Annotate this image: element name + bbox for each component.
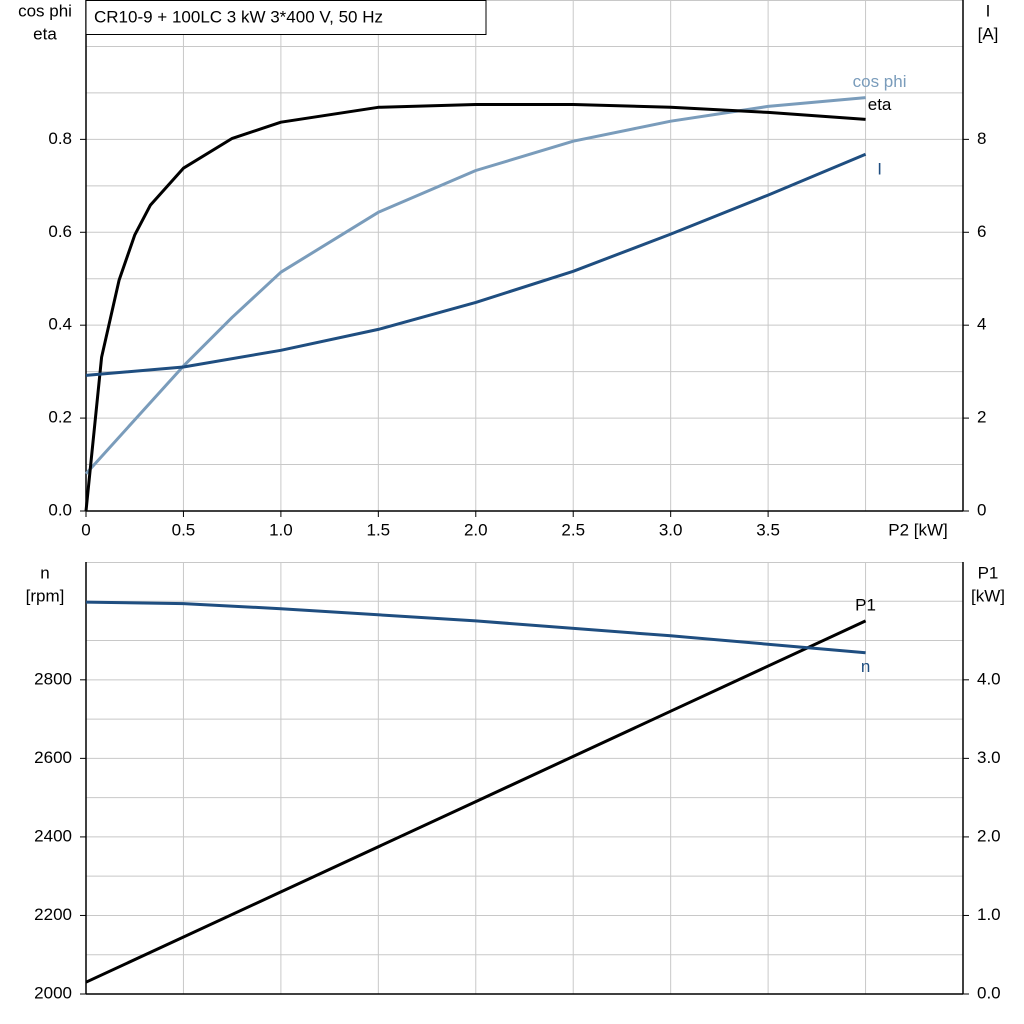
y2-tick-label: 8 xyxy=(977,129,986,148)
y2-tick-label: 1.0 xyxy=(977,905,1001,924)
series-line xyxy=(85,600,866,655)
y-tick-label: 2200 xyxy=(34,905,72,924)
y-tick-label: 2800 xyxy=(34,669,72,688)
x-tick-label: 1.0 xyxy=(269,520,293,539)
chart-title: CR10-9 + 100LC 3 kW 3*400 V, 50 Hz xyxy=(94,7,383,26)
y2-tick-label: 3.0 xyxy=(977,748,1001,767)
title-box xyxy=(85,0,487,35)
y2-tick-label: 0 xyxy=(977,500,986,519)
y-axis-label: eta xyxy=(33,24,57,43)
series-label: eta xyxy=(868,95,892,114)
y-tick-label: 0.2 xyxy=(48,408,72,427)
x-axis-label: P2 [kW] xyxy=(888,520,948,539)
y2-tick-label: 4.0 xyxy=(977,669,1001,688)
y2-axis-label: I xyxy=(986,1,991,20)
x-tick-label: 2.5 xyxy=(561,520,585,539)
y-tick-label: 0.8 xyxy=(48,129,72,148)
y2-axis-label: [A] xyxy=(978,24,999,43)
x-tick-label: 3.5 xyxy=(756,520,780,539)
x-tick-label: 0 xyxy=(81,520,90,539)
series-line xyxy=(84,103,866,512)
y2-tick-label: 6 xyxy=(977,222,986,241)
x-tick-label: 2.0 xyxy=(464,520,488,539)
series-label: n xyxy=(861,657,870,676)
y2-tick-label: 4 xyxy=(977,315,986,334)
series-line xyxy=(85,619,867,984)
y2-axis-label: P1 xyxy=(978,563,999,582)
series-label: cos phi xyxy=(853,72,907,91)
y-axis-label: n xyxy=(40,563,49,582)
y-tick-label: 0.6 xyxy=(48,222,72,241)
series-line xyxy=(84,96,866,475)
series-line xyxy=(85,152,867,377)
y-tick-label: 2000 xyxy=(34,983,72,1002)
series-label: I xyxy=(877,160,882,179)
x-tick-label: 0.5 xyxy=(172,520,196,539)
plot-frame xyxy=(85,0,964,512)
y2-tick-label: 2 xyxy=(977,408,986,427)
y2-tick-label: 0.0 xyxy=(977,983,1001,1002)
y2-tick-label: 2.0 xyxy=(977,826,1001,845)
y-axis-label: cos phi xyxy=(18,1,72,20)
x-tick-label: 1.5 xyxy=(367,520,391,539)
y-tick-label: 0.0 xyxy=(48,500,72,519)
y2-axis-label: [kW] xyxy=(971,586,1005,605)
y-tick-label: 2400 xyxy=(34,826,72,845)
y-tick-label: 0.4 xyxy=(48,315,72,334)
y-tick-label: 2600 xyxy=(34,748,72,767)
series-label: P1 xyxy=(855,595,876,614)
x-tick-label: 3.0 xyxy=(659,520,683,539)
y-axis-label: [rpm] xyxy=(26,586,65,605)
